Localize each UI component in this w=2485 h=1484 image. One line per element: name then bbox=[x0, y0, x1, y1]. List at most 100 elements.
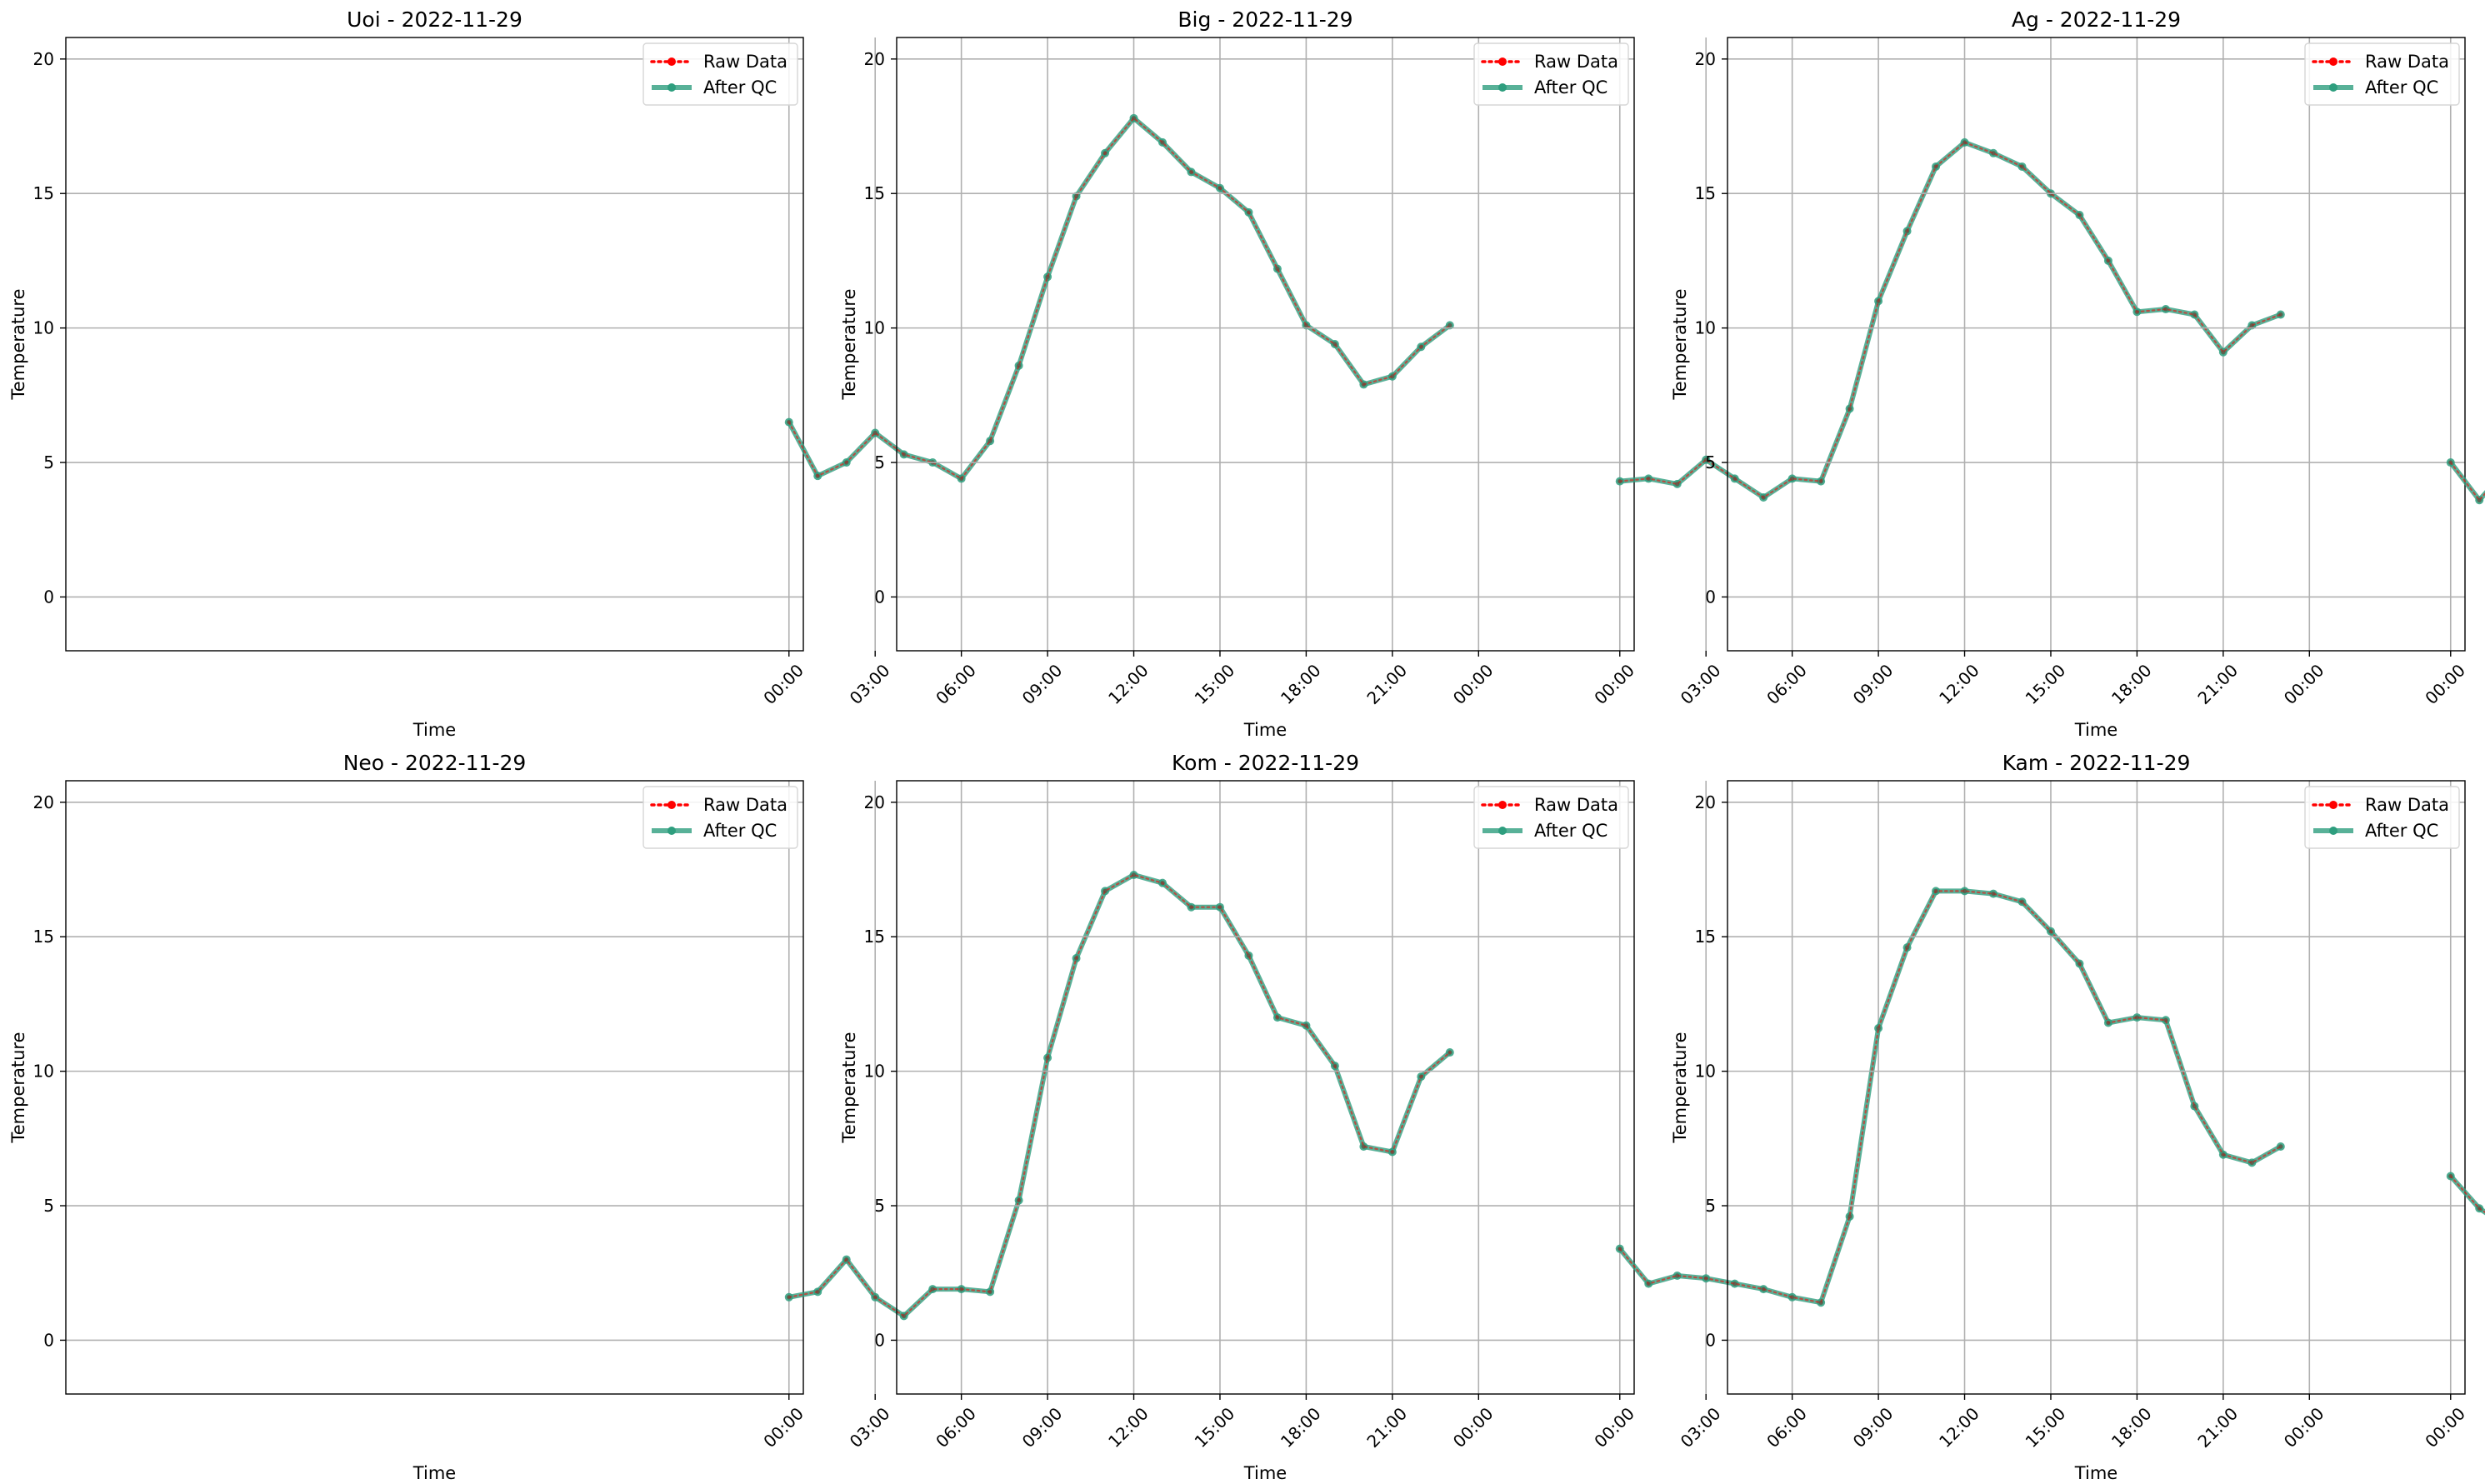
raw-data-point bbox=[1303, 1023, 1309, 1028]
x-tick-label: 00:00 bbox=[2421, 1403, 2469, 1452]
chart-title: Ag - 2022-11-29 bbox=[2012, 7, 2181, 32]
raw-data-point bbox=[2192, 1103, 2197, 1109]
y-tick-label: 15 bbox=[33, 927, 54, 947]
raw-data-point bbox=[1073, 193, 1079, 199]
x-tick-label: 12:00 bbox=[1104, 660, 1152, 708]
raw-data-point bbox=[1876, 298, 1881, 303]
legend: Raw Data After QC bbox=[1473, 786, 1629, 849]
raw-data-point bbox=[2106, 258, 2111, 263]
x-axis-label: Time bbox=[1243, 1463, 1287, 1483]
legend-marker-raw-data bbox=[1498, 57, 1507, 66]
raw-data-point bbox=[2048, 929, 2053, 934]
raw-data-point bbox=[2077, 212, 2082, 217]
y-tick-label: 10 bbox=[1695, 1062, 1716, 1082]
raw-data-point bbox=[2163, 307, 2168, 312]
x-tick-label: 00:00 bbox=[2280, 1403, 2328, 1452]
x-tick-label: 09:00 bbox=[1849, 660, 1898, 708]
raw-data-point bbox=[844, 1257, 849, 1262]
legend-label: Raw Data bbox=[1534, 52, 1618, 72]
raw-data-point bbox=[1703, 1276, 1708, 1281]
raw-data-point bbox=[1818, 479, 1823, 484]
y-tick-label: 20 bbox=[864, 49, 885, 69]
raw-data-point bbox=[1218, 186, 1222, 191]
y-tick-label: 15 bbox=[864, 927, 885, 947]
legend-marker-after-qc bbox=[2329, 83, 2338, 92]
raw-data-point bbox=[1275, 267, 1280, 272]
y-tick-label: 20 bbox=[864, 792, 885, 812]
legend-marker-raw-data bbox=[2329, 57, 2338, 66]
legend: Raw Data After QC bbox=[642, 42, 798, 106]
y-tick-label: 20 bbox=[33, 49, 54, 69]
x-axis-label: Time bbox=[412, 1463, 456, 1483]
raw-data-point bbox=[844, 460, 849, 465]
raw-data-point bbox=[1275, 1015, 1280, 1020]
raw-data-point bbox=[902, 1313, 907, 1318]
raw-data-point bbox=[988, 1289, 992, 1294]
raw-data-point bbox=[1045, 274, 1050, 279]
raw-data-point bbox=[1390, 1149, 1395, 1155]
y-axis-label: Temperature bbox=[8, 1032, 28, 1143]
y-axis-label: Temperature bbox=[1670, 1032, 1690, 1143]
chart-title: Big - 2022-11-29 bbox=[1178, 7, 1352, 32]
raw-data-point bbox=[1188, 905, 1194, 910]
subplot-2: 00:00 03:00 06:00 09:00 12:00 15:00 18:00 21:00… bbox=[839, 7, 2328, 740]
raw-data-point bbox=[2448, 1173, 2453, 1179]
y-tick-label: 5 bbox=[874, 452, 885, 472]
y-tick-label: 15 bbox=[1695, 183, 1716, 203]
raw-data-point bbox=[2134, 309, 2140, 314]
x-tick-label: 21:00 bbox=[2193, 1403, 2242, 1452]
raw-data-point bbox=[1332, 1063, 1338, 1068]
raw-data-point bbox=[1448, 322, 1452, 328]
y-tick-label: 10 bbox=[864, 1062, 885, 1082]
x-tick-label: 06:00 bbox=[1762, 660, 1811, 708]
x-tick-label: 15:00 bbox=[2022, 660, 2070, 708]
series-line-raw-data bbox=[788, 117, 1451, 480]
legend-label: Raw Data bbox=[1534, 795, 1618, 815]
raw-data-point bbox=[1962, 888, 1968, 893]
raw-data-point bbox=[1045, 1055, 1050, 1061]
raw-data-point bbox=[1790, 1295, 1795, 1300]
y-tick-label: 10 bbox=[1695, 318, 1716, 338]
raw-data-point bbox=[1675, 482, 1680, 487]
subplot-5: 00:00 03:00 06:00 09:00 12:00 15:00 18:00 21:00… bbox=[839, 751, 2328, 1483]
y-tick-label: 20 bbox=[1695, 49, 1716, 69]
series-line-raw-data bbox=[1618, 141, 2282, 499]
series-line-after-qc bbox=[1617, 139, 2283, 500]
raw-data-point bbox=[1188, 169, 1194, 175]
y-tick-label: 0 bbox=[1705, 1330, 1716, 1350]
plot-frame bbox=[65, 780, 804, 1395]
raw-data-point bbox=[1761, 495, 1766, 500]
y-tick-label: 15 bbox=[33, 183, 54, 203]
raw-data-point bbox=[1933, 164, 1938, 169]
raw-data-point bbox=[1332, 342, 1338, 347]
raw-data-point bbox=[1790, 476, 1795, 482]
plot-frame bbox=[896, 780, 1635, 1395]
raw-data-point bbox=[1675, 1273, 1680, 1278]
y-axis-label: Temperature bbox=[839, 288, 859, 400]
subplot-6: 00:00 03:00 06:00 09:00 12:00 15:00 18:00 21:00… bbox=[1670, 751, 2485, 1483]
raw-data-point bbox=[1102, 151, 1108, 156]
legend-marker-after-qc bbox=[1498, 83, 1507, 92]
y-tick-label: 5 bbox=[43, 452, 54, 472]
legend-marker-after-qc bbox=[668, 827, 676, 835]
chart-title: Uoi - 2022-11-29 bbox=[347, 7, 522, 32]
x-tick-label: 03:00 bbox=[846, 1403, 894, 1452]
series-line-after-qc bbox=[786, 872, 1452, 1319]
raw-data-point bbox=[2019, 899, 2025, 904]
x-tick-label: 15:00 bbox=[1191, 1403, 1239, 1452]
series-line-after-qc bbox=[1617, 888, 2283, 1306]
y-tick-label: 5 bbox=[1705, 1196, 1716, 1216]
y-tick-label: 10 bbox=[864, 318, 885, 338]
raw-data-point bbox=[2192, 312, 2197, 317]
x-tick-label: 18:00 bbox=[1277, 660, 1325, 708]
y-tick-label: 20 bbox=[33, 792, 54, 812]
legend-marker-raw-data bbox=[2329, 801, 2338, 809]
raw-data-point bbox=[872, 430, 878, 436]
x-tick-label: 18:00 bbox=[2108, 660, 2156, 708]
x-tick-label: 06:00 bbox=[932, 1403, 980, 1452]
y-tick-label: 10 bbox=[33, 1062, 54, 1082]
chart-title: Kom - 2022-11-29 bbox=[1172, 751, 1359, 775]
x-tick-label: 00:00 bbox=[1590, 660, 1638, 708]
raw-data-point bbox=[1876, 1026, 1881, 1031]
raw-data-point bbox=[815, 1289, 820, 1294]
